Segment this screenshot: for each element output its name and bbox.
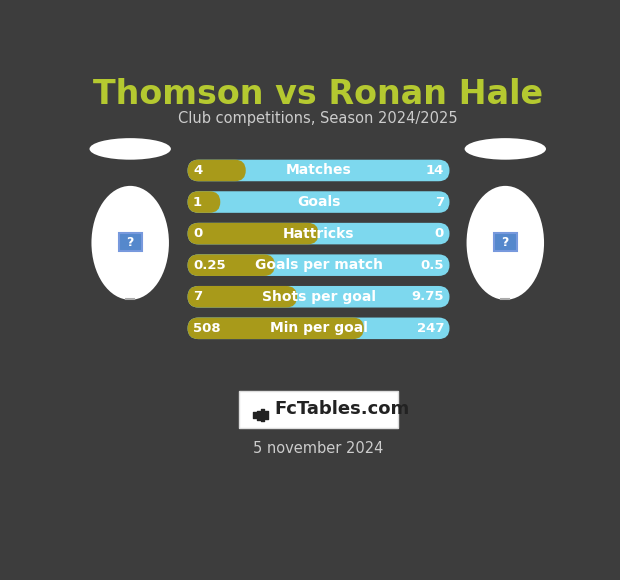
Text: Hattricks: Hattricks xyxy=(283,227,354,241)
FancyBboxPatch shape xyxy=(239,391,399,427)
FancyBboxPatch shape xyxy=(187,160,246,182)
Text: Min per goal: Min per goal xyxy=(270,321,368,335)
Text: 0.5: 0.5 xyxy=(420,259,444,271)
Text: Thomson vs Ronan Hale: Thomson vs Ronan Hale xyxy=(92,78,543,111)
FancyBboxPatch shape xyxy=(187,286,450,307)
FancyBboxPatch shape xyxy=(118,233,142,251)
Text: ?: ? xyxy=(126,235,134,249)
Text: ?: ? xyxy=(502,235,509,249)
FancyBboxPatch shape xyxy=(187,286,297,307)
FancyBboxPatch shape xyxy=(187,255,450,276)
FancyBboxPatch shape xyxy=(187,191,450,213)
Ellipse shape xyxy=(467,186,544,300)
Text: Goals: Goals xyxy=(297,195,340,209)
Ellipse shape xyxy=(464,138,546,160)
Ellipse shape xyxy=(89,138,171,160)
Text: 9.75: 9.75 xyxy=(412,290,444,303)
FancyBboxPatch shape xyxy=(494,233,517,251)
Text: Shots per goal: Shots per goal xyxy=(262,290,376,304)
Text: Club competitions, Season 2024/2025: Club competitions, Season 2024/2025 xyxy=(178,111,458,126)
Text: 5 november 2024: 5 november 2024 xyxy=(252,441,383,456)
Ellipse shape xyxy=(92,186,169,300)
Text: Matches: Matches xyxy=(286,164,352,177)
Text: 7: 7 xyxy=(435,195,444,209)
FancyBboxPatch shape xyxy=(187,160,450,182)
FancyBboxPatch shape xyxy=(187,317,364,339)
Text: 7: 7 xyxy=(193,290,202,303)
FancyBboxPatch shape xyxy=(187,255,275,276)
Text: 1: 1 xyxy=(193,195,202,209)
Text: 0: 0 xyxy=(193,227,202,240)
Text: 14: 14 xyxy=(426,164,444,177)
Text: 0.25: 0.25 xyxy=(193,259,226,271)
Text: 508: 508 xyxy=(193,322,221,335)
FancyBboxPatch shape xyxy=(187,223,319,244)
Text: 4: 4 xyxy=(193,164,202,177)
FancyBboxPatch shape xyxy=(187,223,450,244)
Text: 0: 0 xyxy=(435,227,444,240)
Text: Goals per match: Goals per match xyxy=(255,258,383,272)
FancyBboxPatch shape xyxy=(187,317,450,339)
Text: 247: 247 xyxy=(417,322,444,335)
FancyBboxPatch shape xyxy=(187,191,220,213)
Text: FcTables.com: FcTables.com xyxy=(275,400,410,418)
